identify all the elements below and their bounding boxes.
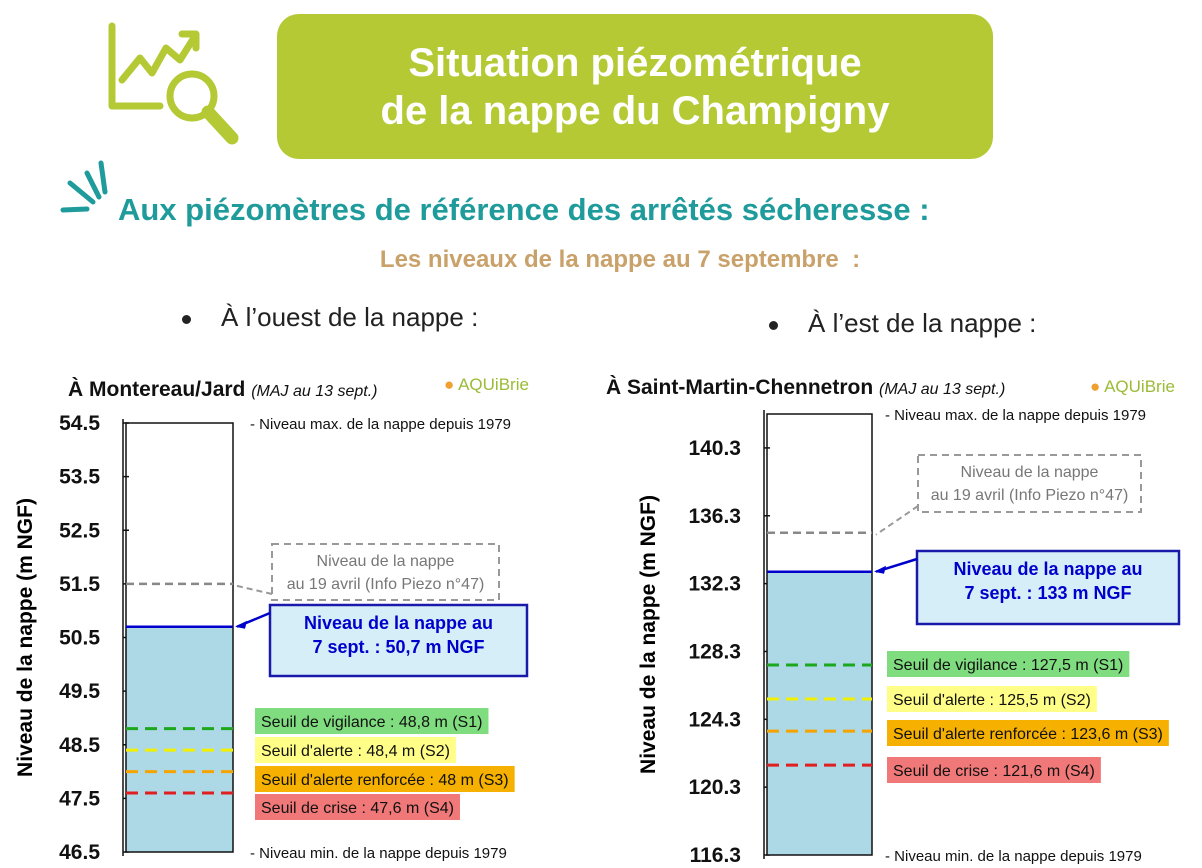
y-tick-label: 140.3 [688,437,741,460]
threshold-label-bg [255,766,515,792]
y-tick-label: 51.5 [59,573,100,596]
max-level-label: - Niveau max. de la nappe depuis 1979 [250,416,511,433]
threshold-label: Seuil d'alerte renforcée : 123,6 m (S3) [893,726,1163,743]
chart-magnifier-icon [108,22,239,145]
current-level-label: Niveau de la nappe au [304,613,493,633]
threshold-label-bg [887,686,1097,712]
y-tick-label: 132.3 [688,573,741,596]
west-label: À l’ouest de la nappe : [182,302,478,333]
current-level-label: 7 sept. : 133 m NGF [964,583,1131,603]
subtitle: Aux piézomètres de référence des arrêtés… [118,192,930,227]
current-level-box [268,603,529,678]
bullet-icon [769,320,778,330]
y-tick-label: 49.5 [59,680,100,703]
april-level-pointer [236,584,273,595]
y-tick-label: 136.3 [688,505,741,528]
y-tick-label: 120.3 [688,776,741,799]
threshold-label-bg [255,737,456,763]
april-level-box [917,454,1142,513]
threshold-label: Seuil d'alerte : 125,5 m (S2) [893,692,1091,709]
y-tick-label: 116.3 [690,844,741,867]
april-level-label: Niveau de la nappe [961,464,1099,481]
water-fill [767,571,872,855]
date-line: Les niveaux de la nappe au 7 septembre : [379,246,861,273]
bar-outline [766,413,873,856]
chart-saint-martin: Niveau de la nappe (m NGF) 140.3 136.3 132.… [637,407,1181,867]
threshold-label: Seuil d'alerte renforcée : 48 m (S3) [261,772,509,789]
april-level-label: au 19 avril (Info Piezo n°47) [931,487,1129,504]
title-line-1: Situation piézométrique [408,40,862,85]
threshold-label: Seuil de vigilance : 127,5 m (S1) [893,657,1123,674]
y-axis-label: Niveau de la nappe (m NGF) [14,498,37,777]
april-level-label: au 19 avril (Info Piezo n°47) [287,576,485,593]
threshold-label: Seuil de crise : 47,6 m (S4) [261,800,454,817]
aquibrie-logo-icon: ● AQUiBrie [1090,377,1175,396]
east-label: À l’est de la nappe : [769,308,1036,339]
aquibrie-logo-icon: ● AQUiBrie [444,375,529,394]
title-line-2: de la nappe du Champigny [380,88,890,133]
chart-2-title: À Saint-Martin-Chennetron (MAJ au 13 sep… [606,376,1006,399]
current-level-arrowhead [874,565,886,574]
threshold-label-bg [887,757,1101,783]
y-tick-label: 128.3 [688,640,741,663]
april-level-pointer [875,505,919,536]
threshold-label-bg [255,708,489,734]
y-tick-label: 46.5 [59,841,100,864]
y-tick-label: 48.5 [59,734,100,757]
min-level-label: - Niveau min. de la nappe depuis 1979 [250,845,507,862]
min-level-label: - Niveau min. de la nappe depuis 1979 [885,848,1142,865]
current-level-box [915,549,1181,626]
y-tick-label: 52.5 [59,519,100,542]
threshold-label: Seuil de vigilance : 48,8 m (S1) [261,714,482,731]
water-fill [126,626,233,852]
y-tick-label: 47.5 [59,787,100,810]
threshold-label: Seuil d'alerte : 48,4 m (S2) [261,743,450,760]
threshold-label-bg [887,651,1130,677]
y-tick-label: 124.3 [688,708,741,731]
april-level-box [271,543,500,601]
max-level-label: - Niveau max. de la nappe depuis 1979 [885,407,1146,424]
chart-1-title: À Montereau/Jard (MAJ au 13 sept.) [68,378,378,401]
threshold-label-bg [255,794,460,820]
threshold-label-bg [887,720,1169,746]
sparkle-icon [60,160,108,213]
y-tick-label: 50.5 [59,627,100,650]
chart-montereau: Niveau de la nappe (m NGF) 54.5 53.5 52.5 51… [14,412,529,864]
title-banner: Situation piézométrique de la nappe du C… [277,14,993,159]
current-level-label: 7 sept. : 50,7 m NGF [312,637,484,657]
y-axis-label: Niveau de la nappe (m NGF) [637,495,660,774]
current-level-label: Niveau de la nappe au [953,559,1142,579]
current-level-arrowhead [235,620,247,629]
bullet-icon [182,314,191,324]
april-level-label: Niveau de la nappe [317,553,455,570]
y-tick-label: 54.5 [59,412,100,435]
threshold-label: Seuil de crise : 121,6 m (S4) [893,763,1095,780]
bar-outline [125,422,234,853]
y-tick-label: 53.5 [59,466,100,489]
